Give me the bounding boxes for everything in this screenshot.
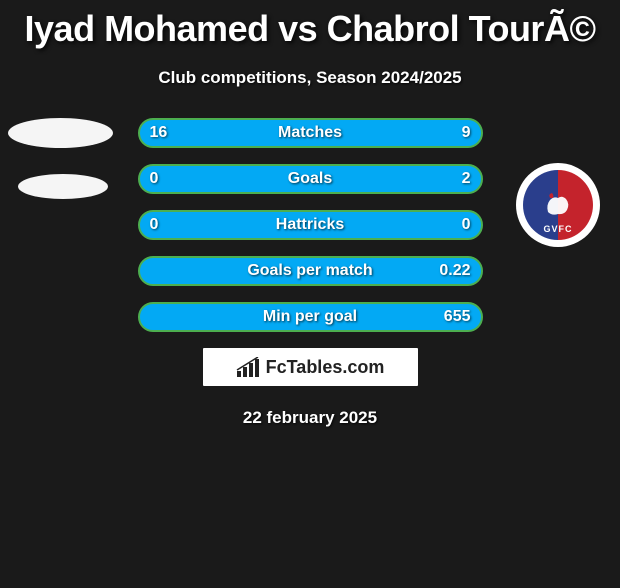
stat-left-value: 0 — [150, 170, 159, 188]
club-badge-inner: GVFC — [523, 170, 593, 240]
avatar-placeholder-secondary — [18, 174, 108, 199]
stat-label: Goals — [288, 170, 332, 188]
stat-label: Goals per match — [247, 262, 372, 280]
stat-area: GVFC 16 Matches 9 0 Goals 2 0 Hattricks … — [0, 118, 620, 332]
stat-label: Matches — [278, 124, 342, 142]
stat-label: Min per goal — [263, 308, 357, 326]
avatar-placeholder — [8, 118, 113, 148]
stat-row-hattricks: 0 Hattricks 0 — [138, 210, 483, 240]
stat-right-value: 0 — [462, 216, 471, 234]
player-right-club-badge: GVFC — [516, 163, 600, 247]
branding-badge[interactable]: FcTables.com — [203, 348, 418, 386]
player-left-avatar — [8, 118, 113, 199]
stat-right-value: 2 — [462, 170, 471, 188]
stat-row-goals: 0 Goals 2 — [138, 164, 483, 194]
stat-right-value: 655 — [444, 308, 471, 326]
bars-icon — [236, 357, 260, 377]
stats-list: 16 Matches 9 0 Goals 2 0 Hattricks 0 Goa… — [138, 118, 483, 332]
stat-label: Hattricks — [276, 216, 344, 234]
stat-left-value: 16 — [150, 124, 168, 142]
comparison-card: Iyad Mohamed vs Chabrol TourÃ© Club comp… — [0, 8, 620, 428]
date-label: 22 february 2025 — [0, 408, 620, 428]
stat-row-matches: 16 Matches 9 — [138, 118, 483, 148]
branding-text: FcTables.com — [266, 357, 385, 378]
subtitle: Club competitions, Season 2024/2025 — [0, 68, 620, 88]
stat-row-gpm: Goals per match 0.22 — [138, 256, 483, 286]
stat-right-value: 9 — [462, 124, 471, 142]
stat-row-mpg: Min per goal 655 — [138, 302, 483, 332]
club-badge-label: GVFC — [543, 224, 572, 234]
rooster-icon — [540, 190, 576, 220]
page-title: Iyad Mohamed vs Chabrol TourÃ© — [0, 8, 620, 50]
club-badge: GVFC — [516, 163, 600, 247]
stat-left-value: 0 — [150, 216, 159, 234]
stat-right-value: 0.22 — [439, 262, 470, 280]
